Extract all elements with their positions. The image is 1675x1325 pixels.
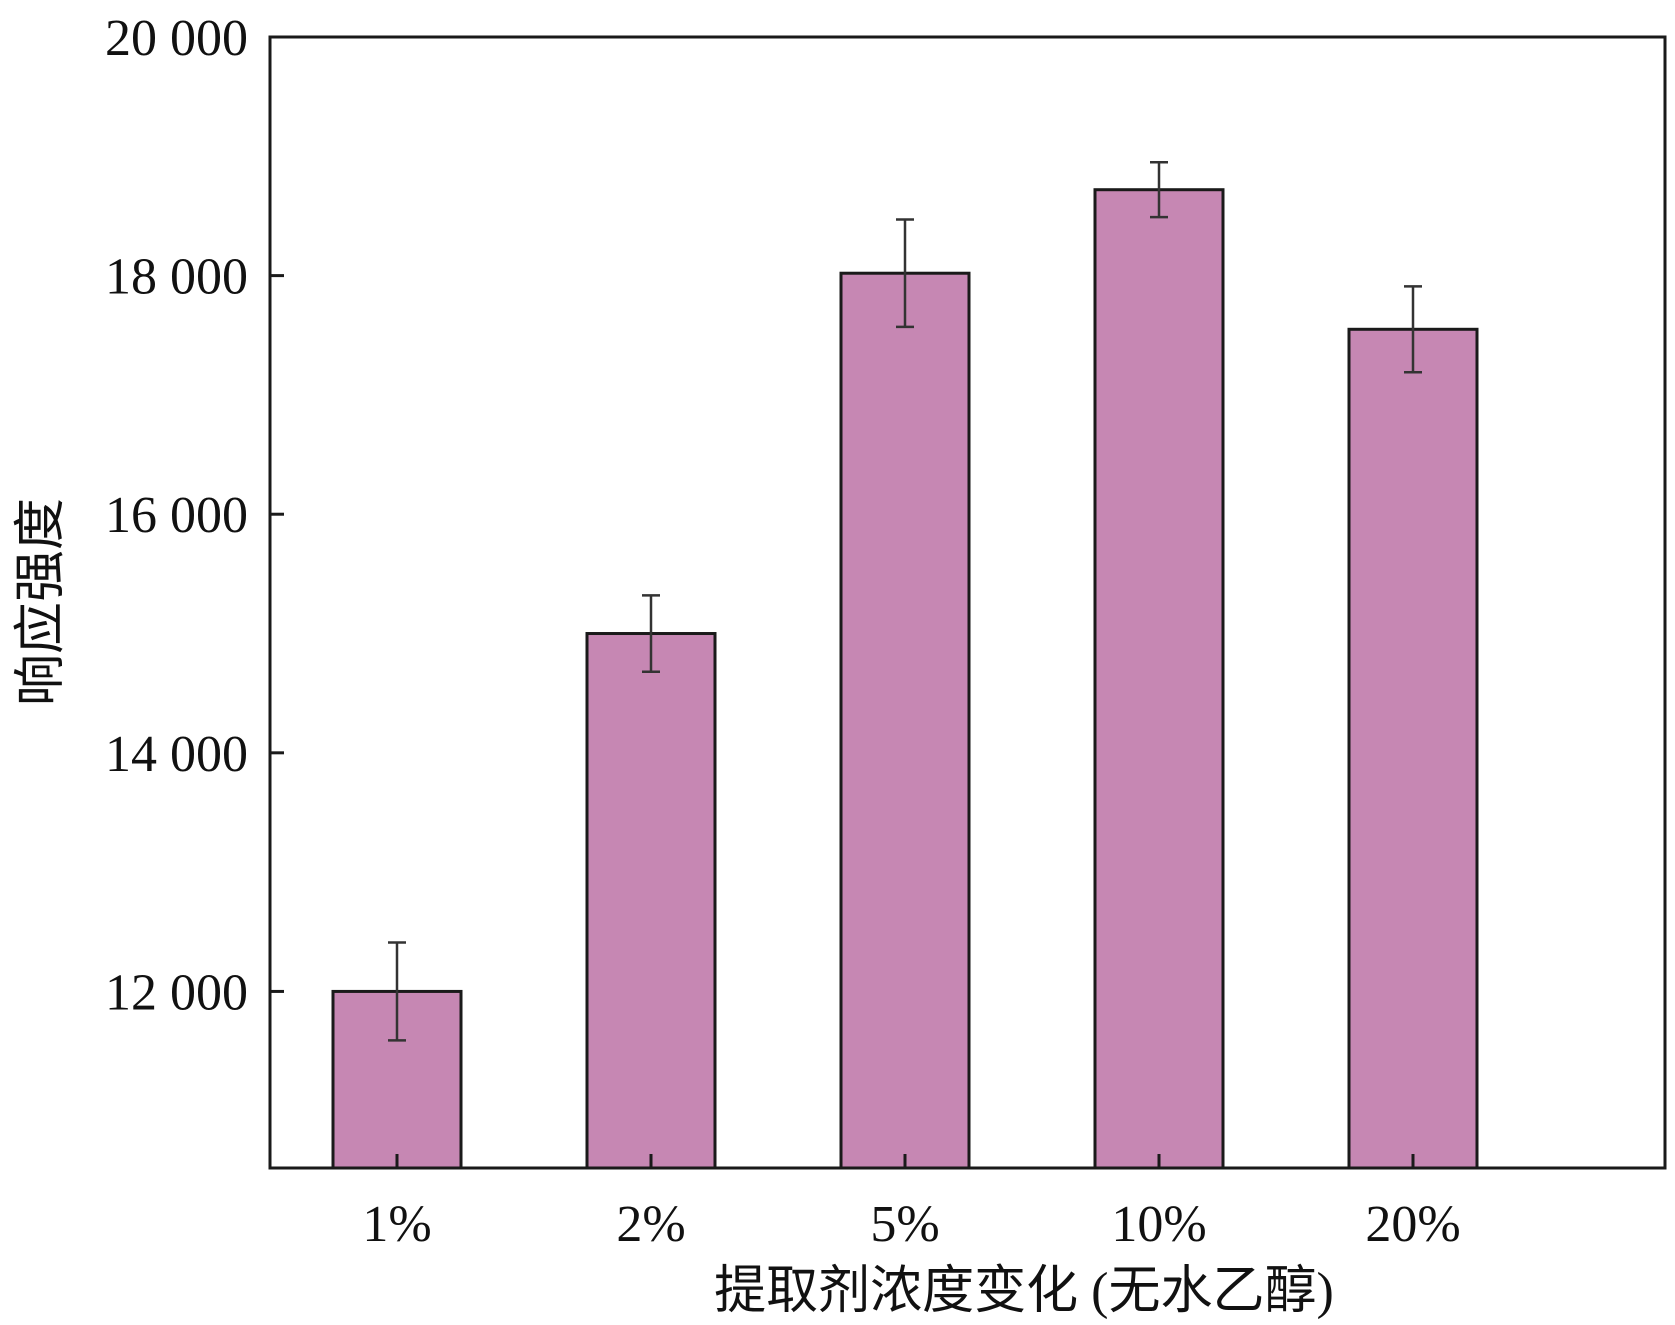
x-tick-label: 10% [1111, 1196, 1206, 1253]
y-tick-label: 20 000 [105, 10, 248, 67]
error-bar-1pct [388, 941, 406, 1042]
x-tick-label: 5% [870, 1196, 939, 1253]
y-axis-title: 响应强度 [13, 498, 70, 706]
x-ticks-layer: 1% 2% 5% 10% 20% [362, 1154, 1461, 1253]
error-bar-2pct [642, 594, 660, 673]
x-tick-label: 20% [1365, 1196, 1460, 1253]
error-bar-5pct [896, 218, 914, 329]
y-tick-label: 12 000 [105, 964, 248, 1021]
y-tick-label: 16 000 [105, 487, 248, 544]
plot-frame [268, 35, 1667, 1170]
y-tick-label: 14 000 [105, 726, 248, 783]
x-tick-label: 2% [616, 1196, 685, 1253]
error-bar-10pct [1150, 161, 1168, 219]
bar-2pct [585, 632, 717, 1170]
x-axis-title: 提取剂浓度变化 (无水乙醇) [714, 1263, 1334, 1320]
error-bars-layer [388, 161, 1422, 1042]
bar-5pct [839, 271, 971, 1170]
error-bar-20pct [1404, 285, 1422, 374]
x-tick-label: 1% [362, 1196, 431, 1253]
y-ticks-layer: 12 000 14 000 16 000 18 000 20 000 [105, 10, 284, 1021]
bars-layer [331, 188, 1479, 1170]
y-tick-label: 18 000 [105, 249, 248, 306]
bar-20pct [1347, 327, 1479, 1170]
bar-10pct [1093, 188, 1225, 1170]
